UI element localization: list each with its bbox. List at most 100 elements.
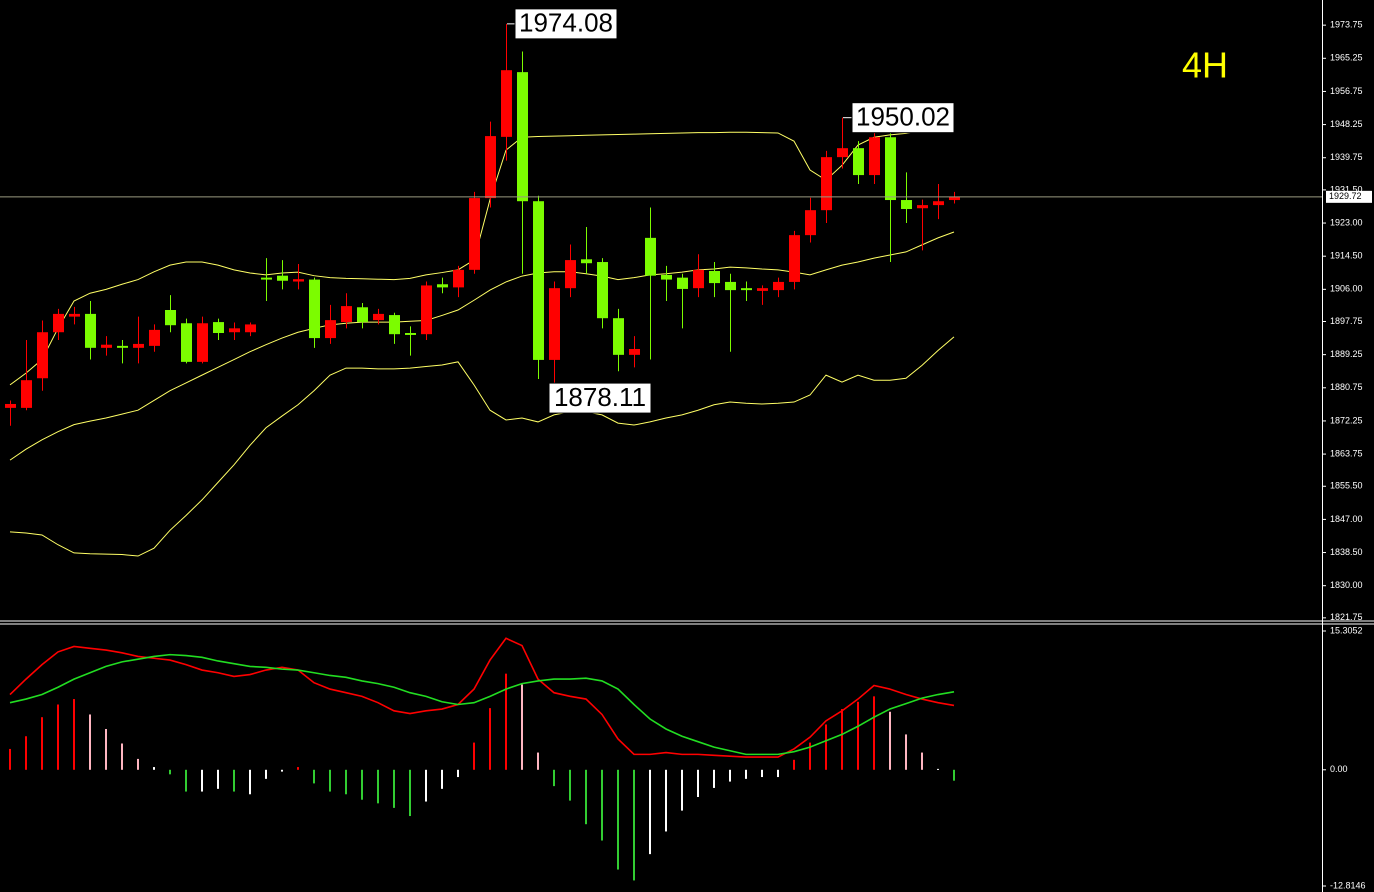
histogram-bar: [121, 743, 123, 770]
annotation-label: 1974.08: [519, 8, 613, 38]
candle-body: [917, 205, 928, 209]
histogram-bar: [713, 769, 715, 788]
histogram-bar: [233, 769, 235, 792]
candle-body: [309, 279, 320, 339]
histogram-bar: [521, 684, 523, 770]
bollinger-band: [9, 336, 955, 557]
candle-body: [85, 313, 96, 348]
y-tick-label: 1821.75: [1330, 612, 1363, 622]
candle-body: [581, 259, 592, 264]
y-tick-label: 1889.25: [1330, 349, 1363, 359]
y-tick-label: 1830.00: [1330, 580, 1363, 590]
y-tick-label: 1847.00: [1330, 514, 1363, 524]
candle-body: [549, 288, 560, 360]
y-tick-label: 1914.50: [1330, 251, 1363, 261]
candle-body: [5, 403, 16, 408]
histogram-bar: [73, 699, 75, 770]
annotation-label: 1950.02: [856, 102, 950, 132]
candle-body: [805, 210, 816, 236]
histogram-bar: [57, 704, 59, 770]
candle-body: [229, 328, 240, 333]
candle-body: [853, 148, 864, 176]
y-tick-label: 1965.25: [1330, 53, 1363, 63]
candle-body: [885, 137, 896, 201]
y-tick-label: 15.3052: [1330, 625, 1363, 635]
candle-body: [693, 269, 704, 289]
histogram-bar: [377, 769, 379, 804]
histogram-bar: [41, 717, 43, 770]
histogram-bar: [217, 769, 219, 789]
histogram-bar: [937, 768, 939, 770]
y-tick-label: 1838.50: [1330, 547, 1363, 557]
candle-body: [245, 324, 256, 333]
histogram-bar: [793, 759, 795, 770]
y-tick-label: 1923.00: [1330, 217, 1363, 227]
histogram-bar: [393, 769, 395, 808]
candle-body: [149, 329, 160, 346]
candle-body: [837, 148, 848, 158]
candle-body: [21, 380, 32, 408]
candle-body: [69, 313, 80, 317]
histogram-bar: [633, 769, 635, 881]
candle-body: [373, 313, 384, 321]
candle-body: [165, 310, 176, 326]
candle-body: [501, 70, 512, 137]
histogram-bar: [169, 769, 171, 775]
candle-body: [37, 332, 48, 379]
y-tick-label: 1863.75: [1330, 448, 1363, 458]
candle-body: [197, 323, 208, 362]
candle-body: [485, 136, 496, 199]
candle-body: [101, 344, 112, 348]
histogram-bar: [313, 769, 315, 784]
annotation-label: 1878.11: [554, 382, 646, 412]
candle-body: [293, 279, 304, 282]
histogram-bar: [729, 769, 731, 782]
candle-body: [901, 200, 912, 210]
candle-body: [133, 343, 144, 348]
y-tick-label: 1897.75: [1330, 316, 1363, 326]
histogram-bar: [105, 728, 107, 770]
bollinger-band: [9, 126, 955, 386]
candle-body: [933, 201, 944, 206]
histogram-bar: [761, 769, 763, 778]
histogram-bar: [489, 708, 491, 770]
annotation-box: [514, 8, 618, 40]
candle-body: [533, 201, 544, 360]
candle-body: [405, 333, 416, 335]
candle-body: [645, 237, 656, 276]
histogram-bar: [473, 742, 475, 770]
histogram-bar: [185, 769, 187, 792]
histogram-bar: [777, 769, 779, 778]
histogram-bar: [505, 673, 507, 770]
histogram-bar: [425, 769, 427, 802]
candle-body: [677, 277, 688, 289]
histogram-bar: [953, 769, 955, 781]
candle-body: [261, 277, 272, 280]
candle-body: [725, 281, 736, 291]
annotation-box: [851, 102, 955, 134]
candle-body: [117, 345, 128, 348]
candle-body: [949, 196, 960, 201]
histogram-bar: [265, 769, 267, 779]
candle-body: [453, 269, 464, 288]
candle-body: [517, 72, 528, 202]
histogram-bar: [441, 769, 443, 789]
histogram-bar: [409, 769, 411, 817]
histogram-bar: [201, 769, 203, 792]
y-tick-label: 1939.75: [1330, 152, 1363, 162]
candle-body: [869, 137, 880, 176]
histogram-bar: [825, 724, 827, 770]
histogram-bar: [297, 767, 299, 770]
annotation-box: [548, 382, 652, 414]
histogram-bar: [89, 714, 91, 770]
candle-body: [213, 322, 224, 334]
histogram-bar: [745, 769, 747, 779]
candle-body: [821, 157, 832, 211]
candle-body: [789, 235, 800, 282]
histogram-bar: [921, 752, 923, 770]
histogram-bar: [569, 769, 571, 801]
histogram-bar: [649, 769, 651, 855]
histogram-bar: [553, 769, 555, 787]
